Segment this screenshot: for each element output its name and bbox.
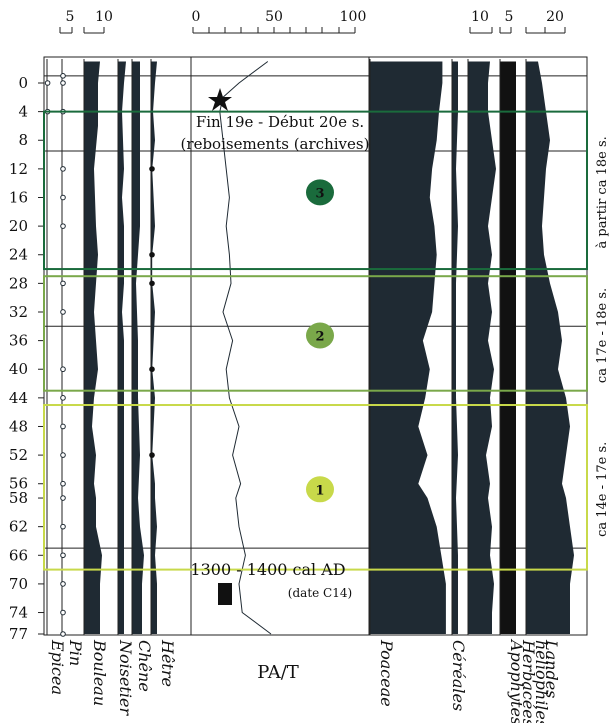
zone-label-1: 2 xyxy=(315,329,324,344)
taxon-label-3: Noisetier xyxy=(116,639,135,716)
taxon-label-pat: PA/T xyxy=(257,662,299,683)
scale-label-3-0: 10 xyxy=(471,9,489,25)
point-1-12 xyxy=(60,480,66,487)
y-tick-label-19: 74 xyxy=(9,604,28,622)
point-1-16 xyxy=(60,581,66,587)
point-1-6 xyxy=(60,280,66,287)
zone-marker-1 xyxy=(306,322,334,349)
curve-4 xyxy=(132,61,144,634)
zone-label-2: 1 xyxy=(315,483,324,498)
zone-marker-0 xyxy=(306,179,334,206)
point-1-13 xyxy=(60,495,66,501)
taxon-label-6: Poaceae xyxy=(377,639,396,707)
hetre-dot-2 xyxy=(149,280,155,287)
point-1-7 xyxy=(60,309,66,315)
curve-5 xyxy=(151,61,157,634)
point-1-8 xyxy=(60,366,66,373)
taxon-label-4: Chêne xyxy=(135,640,154,692)
y-tick-label-5: 20 xyxy=(9,217,28,235)
y-tick-label-13: 52 xyxy=(9,446,28,464)
y-tick-label-10: 40 xyxy=(9,360,28,378)
curve-8 xyxy=(452,61,458,634)
point-1-11 xyxy=(60,452,66,458)
hetre-dot-0 xyxy=(149,166,155,172)
y-tick-label-12: 48 xyxy=(9,417,28,435)
taxon-label-10: héliophiles xyxy=(532,640,551,723)
curve-10 xyxy=(500,61,516,634)
taxon-label-7: Céréales xyxy=(449,640,468,711)
zone-marker-2 xyxy=(306,476,334,503)
zone-note-2: ca 14e - 17e s. xyxy=(595,442,610,537)
y-tick-label-20: 77 xyxy=(9,625,28,643)
y-tick-label-7: 28 xyxy=(9,274,28,292)
date-line-2: (date C14) xyxy=(288,586,352,600)
zone-box-2 xyxy=(43,404,588,571)
hetre-dot-1 xyxy=(149,251,155,258)
taxon-label-9: Herbacées xyxy=(519,639,538,723)
y-tick-label-17: 66 xyxy=(9,546,28,564)
star-icon xyxy=(208,88,232,111)
zone-box-1 xyxy=(43,275,588,392)
scale-label-4-0: 5 xyxy=(505,9,514,25)
y-tick-label-11: 44 xyxy=(9,389,28,407)
scale-label-2-0: 0 xyxy=(192,9,201,25)
taxon-label-11: Landes xyxy=(542,639,561,698)
point-1-18 xyxy=(60,631,66,637)
y-tick-label-6: 24 xyxy=(9,246,28,264)
point-0-0 xyxy=(44,80,51,86)
zone-label-0: 3 xyxy=(315,186,324,201)
curve-9 xyxy=(468,61,496,634)
date-sample-marker xyxy=(218,583,232,605)
point-1-5 xyxy=(60,223,66,229)
curve-11 xyxy=(526,61,574,634)
annotation-line-1: Fin 19e - Début 20e s. xyxy=(196,113,364,131)
point-1-14 xyxy=(60,523,66,530)
point-1-3 xyxy=(60,166,66,172)
annotation-line-2: (reboisements (archives) xyxy=(181,135,370,153)
scale-label-0-0: 5 xyxy=(66,9,75,25)
point-1-15 xyxy=(60,552,66,559)
y-tick-label-16: 62 xyxy=(9,518,28,536)
taxon-label-1: Pin xyxy=(66,639,85,666)
y-tick-label-18: 70 xyxy=(9,575,28,593)
hetre-dot-4 xyxy=(149,452,155,458)
taxon-label-8: Apophytes xyxy=(507,638,526,723)
curve-6 xyxy=(219,61,272,635)
zone-note-1: ca 17e - 18e s. xyxy=(595,288,610,383)
scale-label-2-2: 100 xyxy=(340,9,367,25)
point-1-4 xyxy=(60,194,66,201)
y-tick-label-15: 58 xyxy=(9,489,28,507)
taxon-label-0: Epicea xyxy=(48,639,67,695)
y-tick-label-8: 32 xyxy=(9,303,28,321)
point-1-17 xyxy=(60,609,66,616)
y-tick-label-0: 0 xyxy=(18,74,28,92)
date-line-1: 1300 - 1400 cal AD xyxy=(190,560,345,579)
curve-3 xyxy=(118,61,126,634)
curve-7 xyxy=(370,61,446,634)
point-1-9 xyxy=(60,395,66,401)
point-1-0 xyxy=(60,73,66,79)
y-tick-label-4: 16 xyxy=(9,188,28,206)
y-tick-label-2: 8 xyxy=(18,131,28,149)
hetre-dot-3 xyxy=(149,366,155,373)
y-tick-label-1: 4 xyxy=(18,103,28,121)
zone-box-0 xyxy=(43,110,588,271)
zone-note-0: à partir ca 18e s. xyxy=(595,136,610,248)
scale-label-1-0: 10 xyxy=(95,9,113,25)
scale-label-5-0: 20 xyxy=(546,9,564,25)
y-tick-label-14: 56 xyxy=(9,475,28,493)
taxon-label-2: Bouleau xyxy=(90,639,109,706)
taxon-label-5: Hêtre xyxy=(158,639,177,687)
curve-2 xyxy=(84,61,102,634)
point-1-1 xyxy=(60,80,66,86)
y-tick-label-9: 36 xyxy=(9,332,28,350)
point-1-10 xyxy=(60,423,66,430)
scale-label-2-1: 50 xyxy=(265,9,283,25)
y-tick-label-3: 12 xyxy=(9,160,28,178)
